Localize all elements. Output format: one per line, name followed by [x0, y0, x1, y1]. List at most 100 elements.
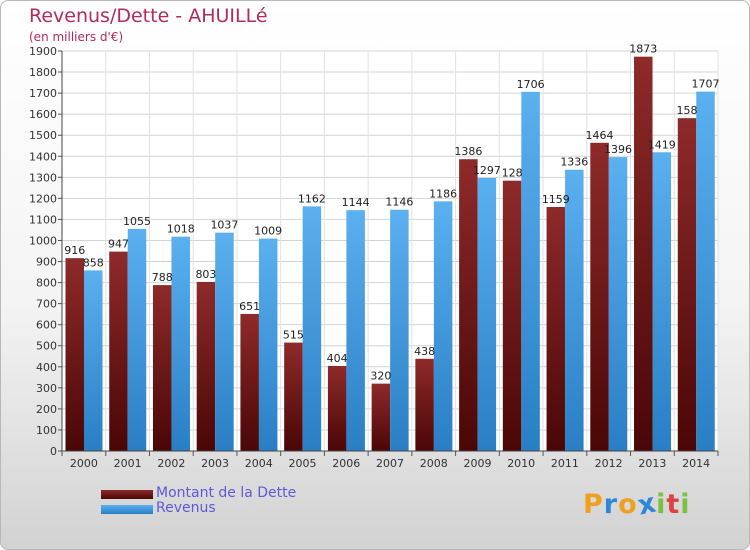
y-tick-label: 1900: [29, 45, 57, 58]
x-tick-label: 2005: [289, 457, 317, 470]
chart-subtitle: (en milliers d'€): [29, 30, 124, 44]
data-label-revenus: 1419: [648, 138, 676, 151]
bar-dette: [415, 358, 434, 451]
x-tick-label: 2001: [114, 457, 142, 470]
x-tick-label: 2011: [551, 457, 579, 470]
data-label-revenus: 858: [83, 256, 104, 269]
bar-revenus: [652, 152, 672, 451]
logo-letter: P: [583, 489, 604, 520]
x-tick-label: 2004: [245, 457, 273, 470]
bar-revenus: [258, 238, 278, 451]
data-label-revenus: 1396: [604, 143, 632, 156]
data-label-revenus: 1009: [254, 225, 282, 238]
logo-letter: o: [618, 489, 638, 520]
bar-revenus: [346, 210, 365, 451]
bar-dette: [546, 207, 566, 451]
logo-letter: r: [603, 489, 619, 520]
y-tick-label: 1500: [29, 129, 57, 142]
data-label-revenus: 1297: [473, 164, 501, 177]
data-label-dette: 947: [108, 238, 129, 251]
data-label-dette: 128: [502, 167, 523, 180]
bar-dette: [677, 118, 697, 451]
data-label-revenus: 1037: [210, 219, 238, 232]
bar-revenus: [84, 270, 103, 451]
bar-dette: [196, 281, 216, 451]
data-label-dette: 1159: [542, 193, 570, 206]
y-tick-label: 900: [36, 256, 57, 269]
data-label-revenus: 1146: [385, 196, 413, 209]
bar-dette: [240, 313, 259, 451]
bars: [65, 56, 715, 452]
data-label-dette: 803: [195, 268, 216, 281]
data-label-dette: 320: [370, 370, 391, 383]
x-tick-label: 2006: [332, 457, 360, 470]
data-label-dette: 515: [283, 329, 304, 342]
data-label-dette: 438: [414, 345, 435, 358]
chart-title: Revenus/Dette - AHUILLé: [29, 5, 268, 27]
bar-revenus: [521, 91, 540, 451]
bar-revenus: [608, 157, 628, 451]
bar-dette: [65, 258, 84, 451]
y-tick-label: 200: [36, 403, 57, 416]
y-tick-label: 1000: [29, 234, 57, 247]
y-tick-label: 1600: [29, 108, 57, 121]
bar-dette: [502, 180, 522, 451]
data-label-dette: 788: [152, 271, 173, 284]
x-tick-label: 2014: [682, 457, 710, 470]
y-axis: 0 100 200 300 400 500 600 700 800 900 1000 1100 1200…: [29, 45, 62, 458]
y-tick-label: 1800: [29, 66, 57, 79]
x-tick-label: 2013: [638, 457, 666, 470]
legend-label-revenus: Revenus: [156, 500, 216, 516]
data-label-dette: 404: [327, 352, 348, 365]
bar-dette: [590, 142, 609, 451]
bar-revenus: [565, 169, 584, 451]
data-label-revenus: 1018: [167, 223, 195, 236]
x-tick-label: 2007: [376, 457, 404, 470]
bar-revenus: [477, 177, 497, 451]
y-tick-label: 1300: [29, 171, 57, 184]
bar-revenus: [302, 206, 322, 451]
x-tick-label: 2000: [70, 457, 98, 470]
y-tick-label: 600: [36, 319, 57, 332]
y-tick-label: 1100: [29, 213, 57, 226]
data-label-dette: 158: [677, 104, 698, 117]
y-tick-label: 800: [36, 277, 57, 290]
x-tick-label: 2009: [463, 457, 491, 470]
bar-dette: [109, 251, 128, 451]
data-label-revenus: 1055: [123, 215, 151, 228]
x-tick-label: 2010: [507, 457, 535, 470]
bar-revenus: [171, 236, 190, 451]
bar-dette: [371, 383, 391, 451]
y-tick-label: 300: [36, 382, 57, 395]
x-tick-label: 2002: [157, 457, 185, 470]
proxiti-logo: Proxiti: [583, 487, 691, 521]
bar-dette: [327, 365, 347, 451]
y-tick-label: 100: [36, 424, 57, 437]
data-label-revenus: 1186: [429, 187, 457, 200]
data-label-revenus: 1336: [560, 156, 588, 169]
bar-revenus: [127, 228, 147, 451]
data-label-dette: 651: [239, 300, 260, 313]
x-tick-label: 2012: [595, 457, 623, 470]
logo-letter: i: [680, 489, 691, 520]
legend-swatch-debt: [101, 490, 153, 499]
data-label-revenus: 1707: [692, 78, 720, 91]
bar-revenus: [696, 91, 715, 451]
bar-dette: [459, 159, 478, 452]
y-tick-label: 1700: [29, 87, 57, 100]
y-tick-label: 0: [50, 445, 57, 458]
data-label-dette: 1386: [454, 145, 482, 158]
data-label-revenus: 1162: [298, 192, 326, 205]
logo-letter: t: [666, 489, 681, 520]
x-tick-label: 2008: [420, 457, 448, 470]
bar-dette: [634, 56, 653, 452]
data-label-revenus: 1706: [517, 78, 545, 91]
bar-revenus: [433, 201, 453, 451]
y-tick-label: 700: [36, 298, 57, 311]
y-tick-label: 1400: [29, 150, 57, 163]
legend-swatch-revenus: [101, 505, 153, 514]
bar-revenus: [390, 209, 409, 451]
data-label-dette: 1464: [586, 129, 614, 142]
y-tick-label: 1200: [29, 192, 57, 205]
